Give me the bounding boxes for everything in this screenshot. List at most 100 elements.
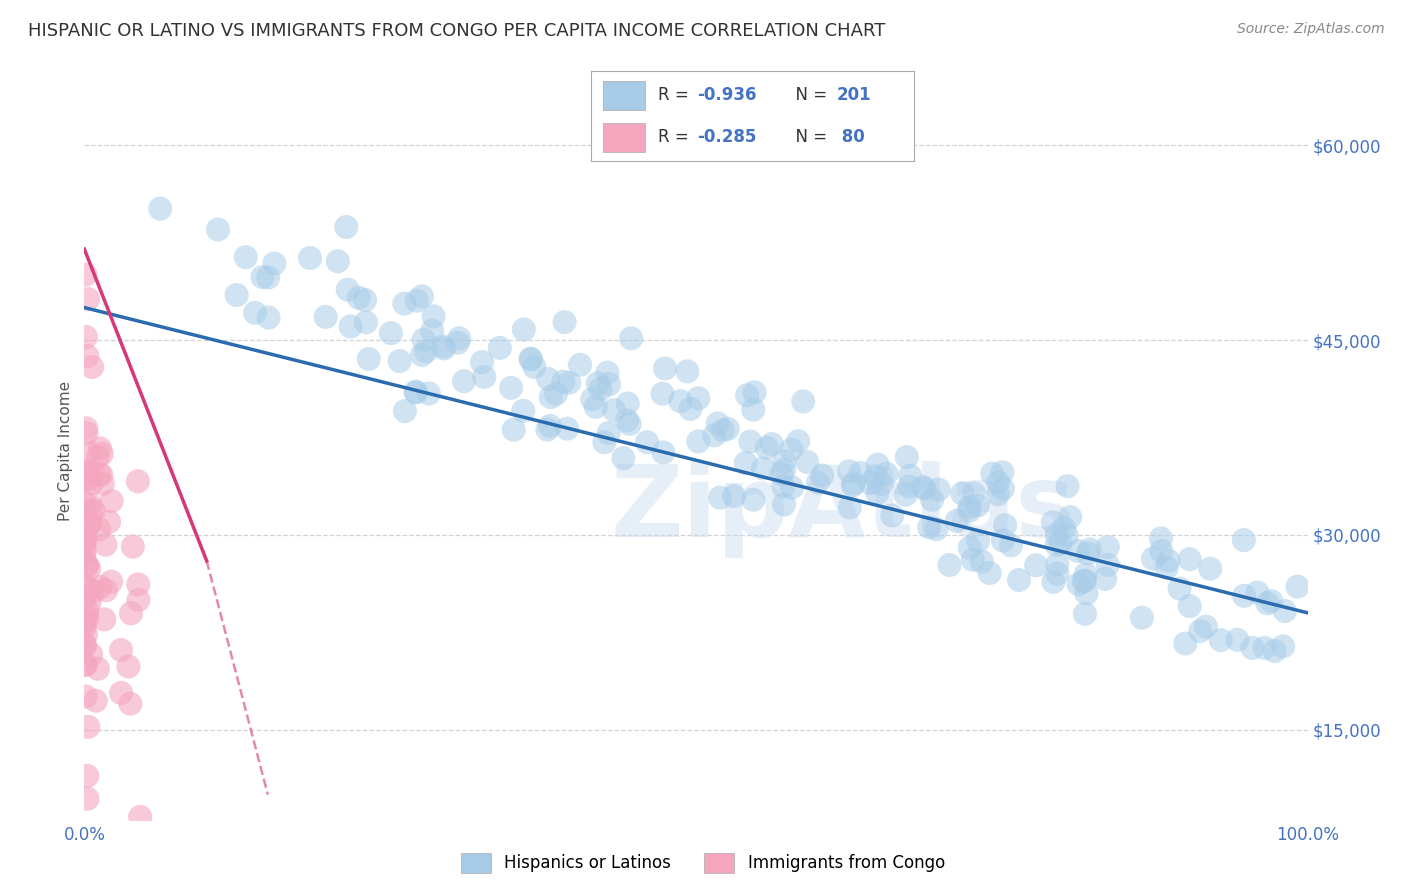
- Point: [1074, 607, 1097, 621]
- Point: [620, 331, 643, 345]
- Point: [706, 417, 728, 431]
- Point: [555, 422, 578, 436]
- Point: [870, 477, 893, 491]
- Point: [315, 310, 337, 324]
- Point: [453, 374, 475, 388]
- Point: [1233, 589, 1256, 603]
- Point: [676, 364, 699, 378]
- Point: [73, 544, 96, 558]
- Point: [957, 504, 980, 518]
- Point: [76, 610, 98, 624]
- Point: [1256, 596, 1278, 610]
- Point: [523, 359, 546, 374]
- Point: [688, 391, 710, 405]
- Point: [1174, 636, 1197, 650]
- Text: -0.936: -0.936: [697, 87, 756, 104]
- Point: [866, 458, 889, 472]
- Point: [502, 423, 524, 437]
- Point: [77, 720, 100, 734]
- Point: [139, 853, 162, 867]
- Point: [717, 422, 740, 436]
- Point: [554, 315, 576, 329]
- Point: [357, 351, 380, 366]
- Point: [950, 486, 973, 500]
- Point: [415, 344, 437, 359]
- Point: [742, 402, 765, 417]
- Point: [1226, 632, 1249, 647]
- Point: [432, 340, 454, 354]
- Point: [598, 425, 620, 440]
- Point: [898, 468, 921, 483]
- Point: [75, 421, 97, 435]
- Text: 80: 80: [837, 128, 865, 146]
- Point: [1195, 620, 1218, 634]
- Point: [970, 555, 993, 569]
- Point: [619, 417, 641, 431]
- Text: HISPANIC OR LATINO VS IMMIGRANTS FROM CONGO PER CAPITA INCOME CORRELATION CHART: HISPANIC OR LATINO VS IMMIGRANTS FROM CO…: [28, 22, 886, 40]
- Point: [520, 352, 543, 367]
- Point: [918, 520, 941, 534]
- Point: [77, 445, 100, 459]
- Point: [1074, 574, 1097, 588]
- Point: [75, 530, 97, 544]
- Point: [380, 326, 402, 340]
- Point: [780, 481, 803, 495]
- Bar: [603, 81, 645, 110]
- Point: [75, 638, 97, 652]
- Point: [1067, 544, 1090, 558]
- Point: [921, 492, 943, 507]
- Point: [761, 437, 783, 451]
- Point: [89, 467, 111, 481]
- Point: [77, 292, 100, 306]
- Point: [512, 404, 534, 418]
- Point: [75, 330, 97, 344]
- Point: [957, 500, 980, 515]
- Point: [339, 319, 361, 334]
- Point: [962, 552, 984, 566]
- Point: [979, 566, 1001, 580]
- Point: [1053, 521, 1076, 535]
- Point: [405, 293, 427, 308]
- Point: [1241, 640, 1264, 655]
- Point: [77, 581, 100, 595]
- Point: [898, 480, 921, 494]
- Point: [411, 348, 433, 362]
- Point: [755, 441, 778, 455]
- Legend: Hispanics or Latinos, Immigrants from Congo: Hispanics or Latinos, Immigrants from Co…: [454, 847, 952, 880]
- Point: [110, 686, 132, 700]
- Point: [807, 475, 830, 490]
- Point: [838, 500, 860, 515]
- Point: [616, 396, 638, 410]
- Point: [654, 361, 676, 376]
- Point: [412, 333, 434, 347]
- Point: [80, 504, 103, 518]
- Point: [1046, 566, 1069, 581]
- Point: [596, 366, 619, 380]
- Point: [1233, 533, 1256, 548]
- Point: [98, 515, 121, 529]
- Point: [946, 514, 969, 528]
- Point: [127, 475, 149, 489]
- Point: [838, 464, 860, 478]
- Point: [1076, 586, 1098, 600]
- Point: [709, 491, 731, 505]
- Point: [540, 390, 562, 404]
- Point: [471, 355, 494, 369]
- Point: [76, 464, 98, 478]
- Point: [752, 461, 775, 475]
- Point: [472, 370, 495, 384]
- Point: [76, 603, 98, 617]
- Point: [489, 341, 512, 355]
- Point: [90, 467, 112, 482]
- Point: [75, 627, 97, 641]
- Point: [405, 384, 427, 399]
- Point: [842, 478, 865, 492]
- Point: [1130, 610, 1153, 624]
- Point: [90, 447, 112, 461]
- Point: [1189, 624, 1212, 638]
- Point: [79, 595, 101, 609]
- Point: [252, 270, 274, 285]
- Point: [73, 495, 96, 509]
- Point: [1150, 532, 1173, 546]
- Point: [780, 442, 803, 457]
